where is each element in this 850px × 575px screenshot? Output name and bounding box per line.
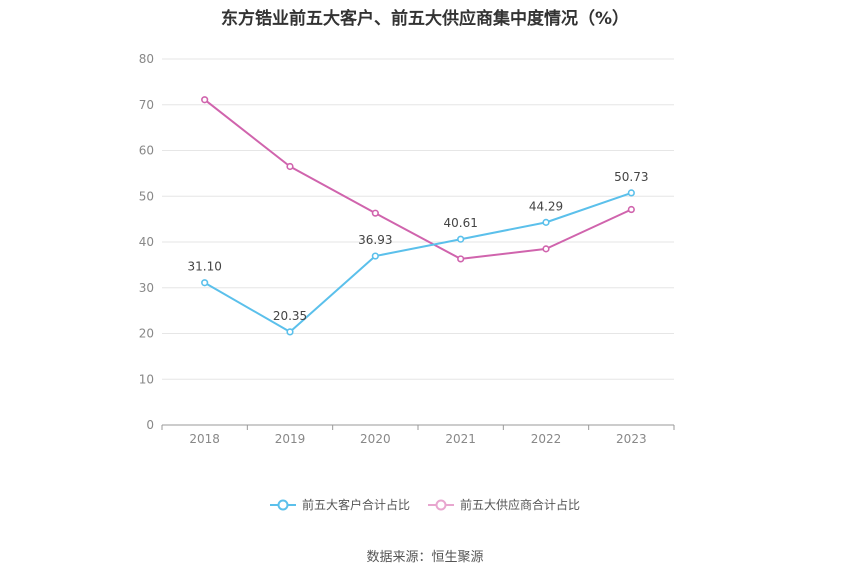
y-tick-label: 60 bbox=[139, 144, 154, 158]
axes: 0 10 20 30 40 50 60 70 80 2018 2019 2020 2021 2022 202… bbox=[139, 52, 675, 446]
data-label: 50.73 bbox=[614, 170, 648, 184]
data-point[interactable] bbox=[627, 189, 635, 197]
y-tick-label: 10 bbox=[139, 372, 154, 386]
data-point[interactable] bbox=[371, 252, 379, 260]
legend: 前五大客户合计占比 前五大供应商合计占比 bbox=[0, 496, 850, 513]
data-label: 44.29 bbox=[529, 199, 563, 213]
data-point[interactable] bbox=[201, 279, 209, 287]
y-tick-label: 30 bbox=[139, 281, 154, 295]
data-point[interactable] bbox=[542, 218, 550, 226]
legend-label-customers: 前五大客户合计占比 bbox=[301, 498, 410, 512]
data-label: 31.10 bbox=[187, 260, 221, 274]
y-tick-label: 20 bbox=[139, 327, 154, 341]
grid-lines bbox=[162, 58, 674, 380]
data-point[interactable] bbox=[286, 162, 294, 171]
legend-item-customers[interactable]: 前五大客户合计占比 bbox=[269, 496, 410, 513]
x-tick-label: 2022 bbox=[531, 432, 562, 446]
legend-item-suppliers[interactable]: 前五大供应商合计占比 bbox=[428, 496, 580, 513]
x-tick-label: 2018 bbox=[189, 432, 220, 446]
legend-label-suppliers: 前五大供应商合计占比 bbox=[460, 498, 581, 512]
y-tick-label: 40 bbox=[139, 235, 154, 249]
y-tick-label: 80 bbox=[139, 52, 154, 66]
data-labels: 31.10 20.35 36.93 40.61 44.29 50.73 bbox=[187, 170, 648, 323]
series-line-0 bbox=[204, 191, 632, 333]
data-point[interactable] bbox=[457, 235, 465, 243]
data-label: 40.61 bbox=[443, 216, 477, 230]
x-tick-label: 2019 bbox=[275, 432, 306, 446]
legend-swatch-customers-icon bbox=[269, 499, 296, 510]
data-point[interactable] bbox=[371, 209, 379, 217]
data-label: 36.93 bbox=[358, 233, 392, 247]
data-point[interactable] bbox=[542, 245, 550, 253]
series-line-1 bbox=[204, 98, 632, 260]
chart-title: 东方锆业前五大客户、前五大供应商集中度情况（%） bbox=[220, 9, 630, 29]
x-tick-label: 2021 bbox=[445, 432, 476, 446]
data-point[interactable] bbox=[627, 205, 635, 214]
data-source: 数据来源：恒生聚源 bbox=[366, 550, 484, 565]
data-label: 20.35 bbox=[273, 309, 307, 323]
data-point[interactable] bbox=[457, 255, 465, 263]
y-tick-label: 0 bbox=[146, 418, 154, 432]
x-tick-label: 2020 bbox=[360, 432, 391, 446]
y-tick-label: 70 bbox=[139, 98, 154, 112]
y-tick-label: 50 bbox=[139, 189, 154, 203]
x-tick-label: 2023 bbox=[616, 432, 647, 446]
data-point[interactable] bbox=[286, 328, 294, 336]
data-point[interactable] bbox=[201, 96, 209, 104]
legend-swatch-suppliers-icon bbox=[428, 499, 454, 510]
series-lines bbox=[201, 96, 635, 336]
